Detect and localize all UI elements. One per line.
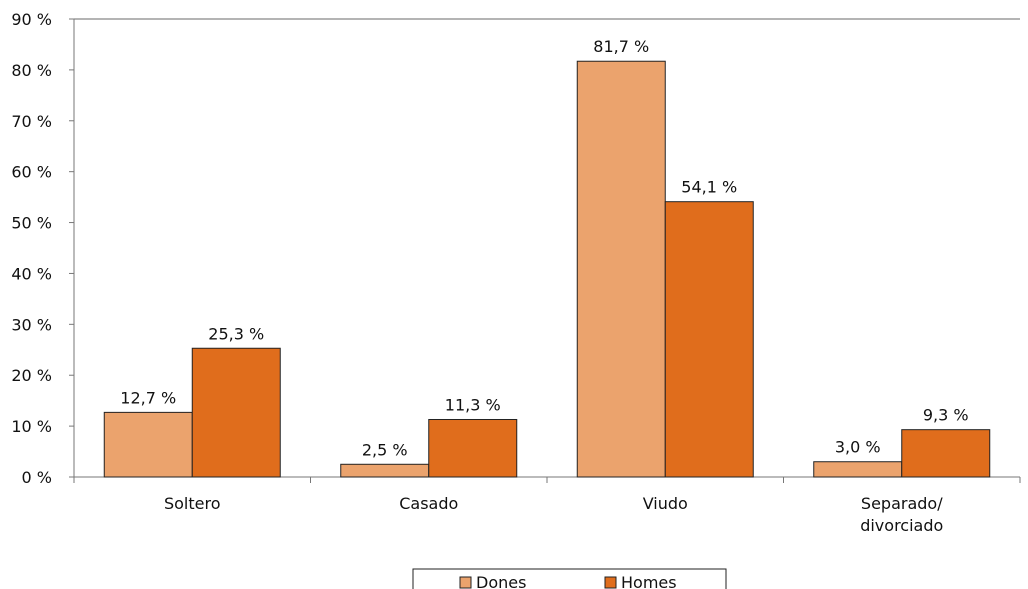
- x-category-label: Soltero: [164, 494, 221, 513]
- legend-label-homes: Homes: [621, 573, 677, 589]
- y-tick-label: 50 %: [11, 214, 52, 233]
- bar-dones: [340, 463, 430, 478]
- data-labels: 12,7 % 25,3 % 2,5 % 11,3 % 81,7 % 54,1 % 3,0 %…: [120, 37, 968, 459]
- bar-dones: [103, 411, 193, 478]
- data-label: 3,0 %: [835, 438, 881, 457]
- legend: Dones Homes: [412, 568, 727, 589]
- data-label: 2,5 %: [362, 440, 408, 459]
- data-label: 11,3 %: [445, 395, 501, 414]
- bar-homes: [664, 201, 754, 478]
- y-tick-label: 40 %: [11, 264, 52, 283]
- legend-label-dones: Dones: [476, 573, 526, 589]
- x-category-label: Separado/divorciado: [860, 494, 943, 535]
- x-category-label: Viudo: [643, 494, 688, 513]
- y-tick-label: 90 %: [11, 10, 52, 29]
- data-label: 9,3 %: [923, 406, 969, 425]
- y-tick-label: 70 %: [11, 112, 52, 131]
- y-tick-label: 10 %: [11, 417, 52, 436]
- data-label: 12,7 %: [120, 388, 176, 407]
- legend-swatch-homes: [604, 576, 617, 589]
- y-tick-label: 60 %: [11, 163, 52, 182]
- x-axis: Soltero Casado Viudo Separado/divorciado: [73, 476, 1021, 535]
- legend-box: [412, 568, 727, 589]
- bar-dones: [576, 60, 666, 478]
- data-label: 54,1 %: [681, 178, 737, 197]
- bar-homes: [901, 429, 991, 478]
- y-tick-label: 30 %: [11, 315, 52, 334]
- bar-dones: [813, 461, 903, 478]
- y-tick-label: 20 %: [11, 366, 52, 385]
- y-axis: 0 % 10 % 20 % 30 % 40 % 50 % 60 % 70 % 80 % 90 %: [11, 10, 1020, 487]
- data-label: 81,7 %: [593, 37, 649, 56]
- y-tick-label: 0 %: [22, 468, 52, 487]
- bar-homes: [428, 418, 518, 478]
- data-label: 25,3 %: [208, 324, 264, 343]
- x-category-label: Casado: [399, 494, 458, 513]
- bar-homes: [191, 347, 281, 478]
- bars: [103, 60, 991, 478]
- y-tick-label: 80 %: [11, 61, 52, 80]
- legend-swatch-dones: [459, 576, 472, 589]
